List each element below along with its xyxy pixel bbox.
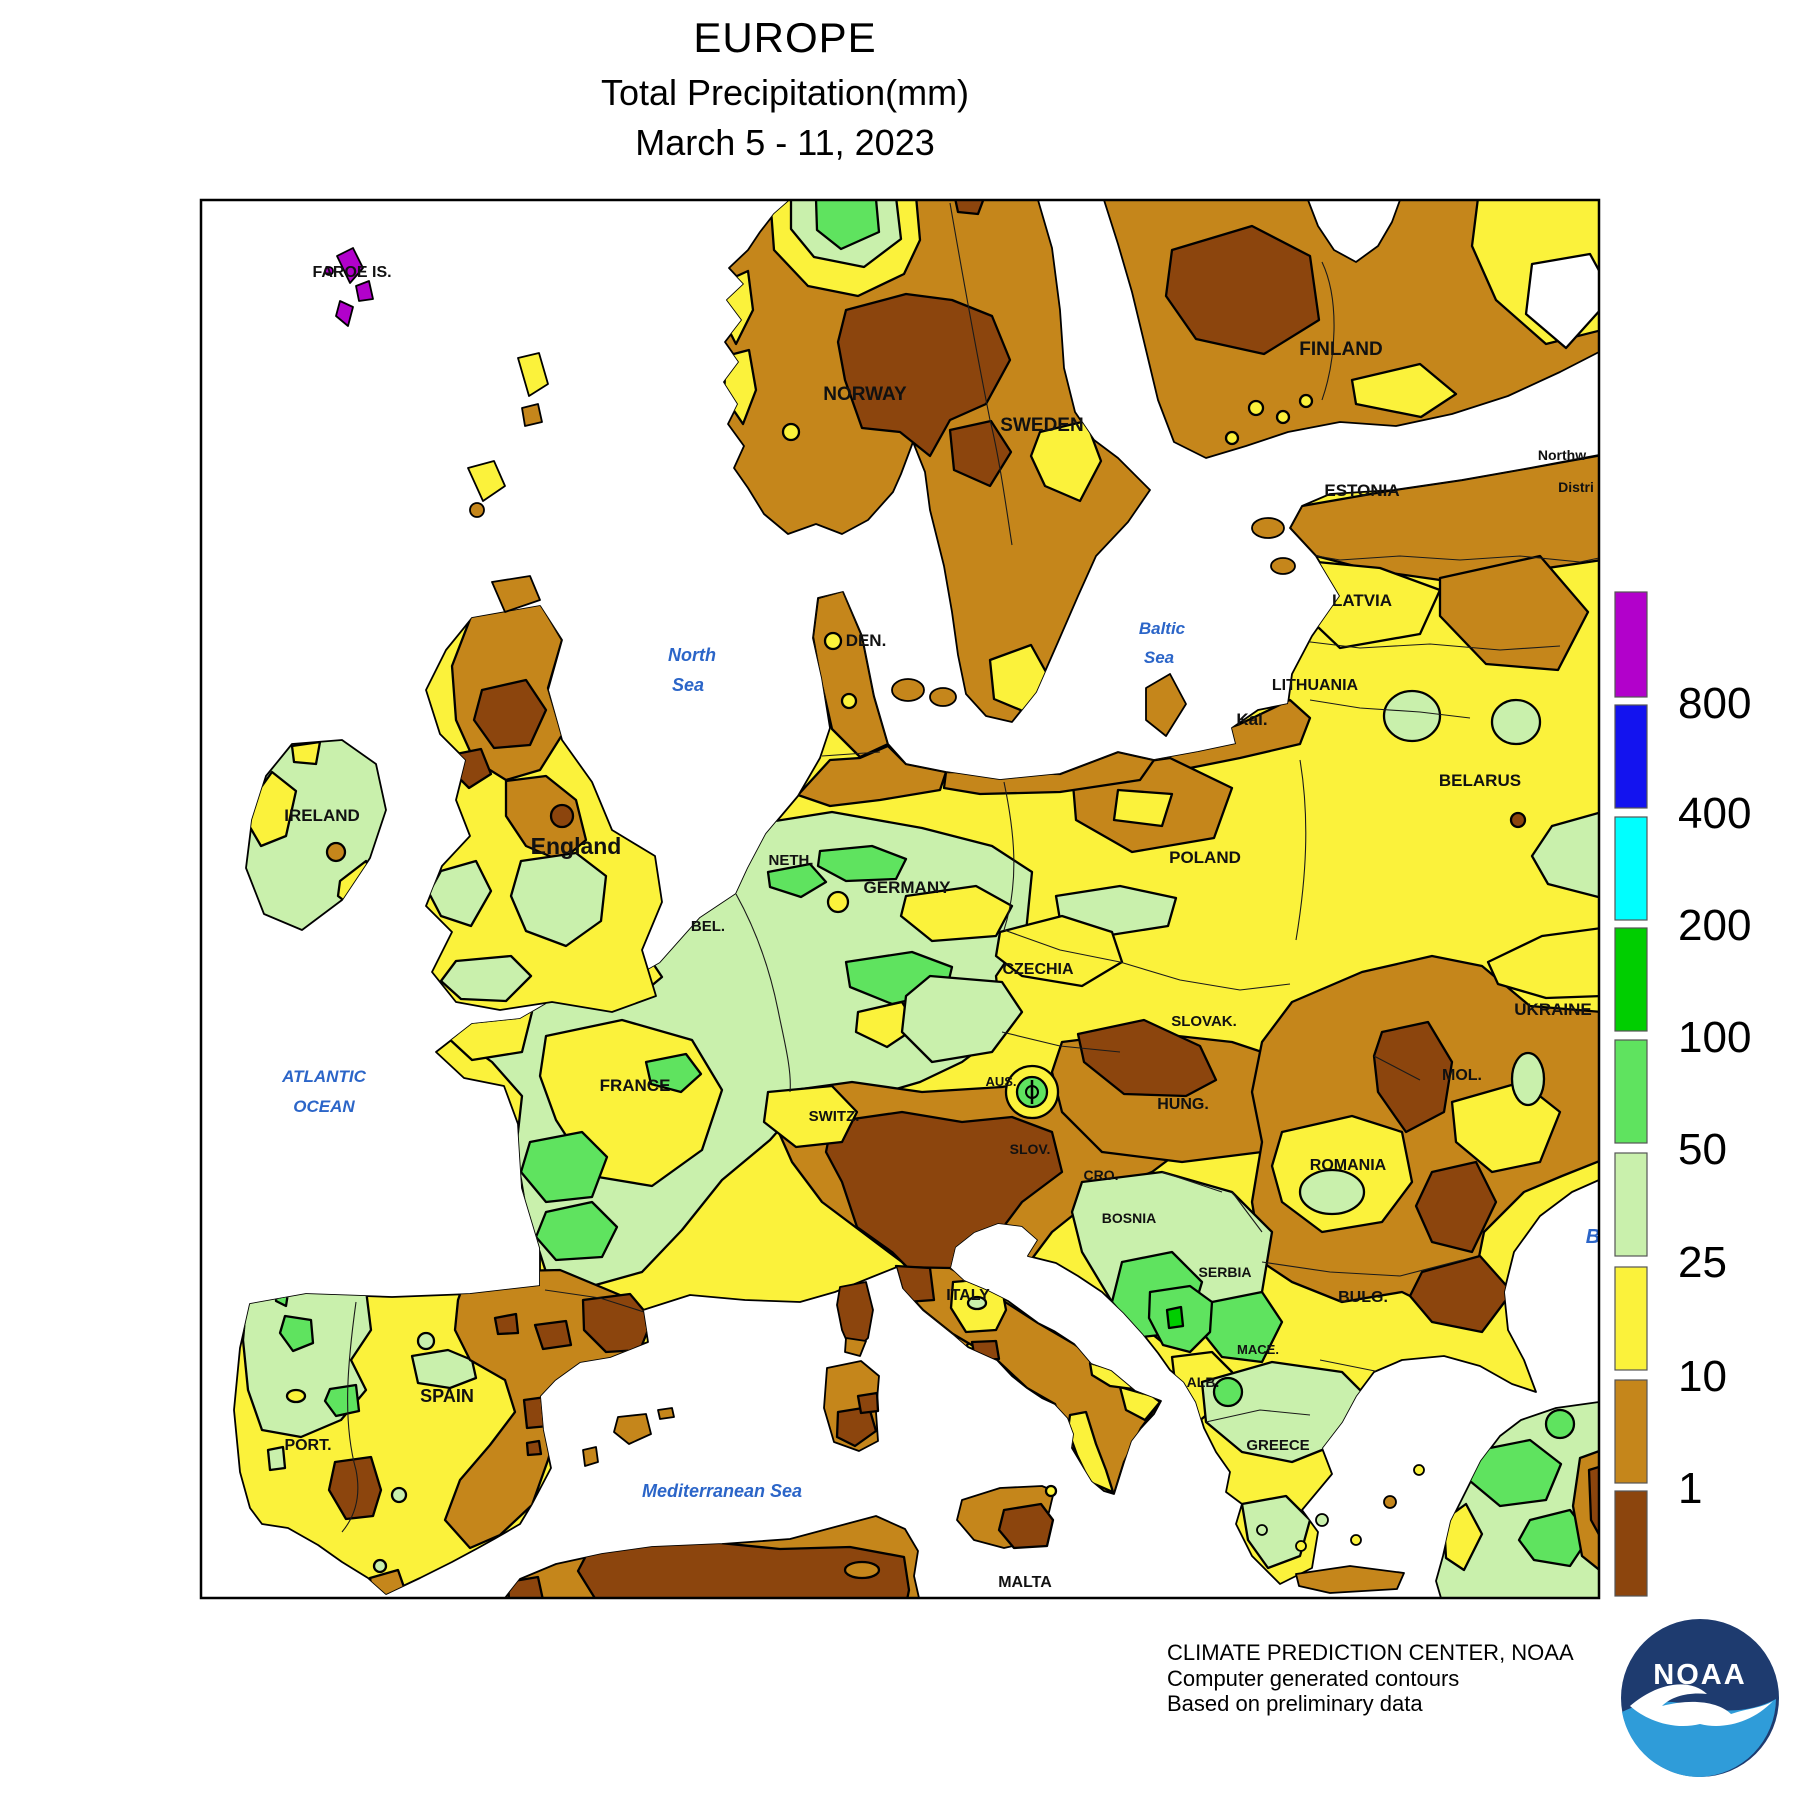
legend-swatch-100-200 [1614, 927, 1648, 1032]
sea-label-ocean: OCEAN [293, 1097, 355, 1116]
map-label-ukraine: UKRAINE [1514, 1000, 1591, 1019]
landmass-mainland-europe [233, 454, 1600, 1595]
map-label-mace: MACE. [1237, 1342, 1279, 1357]
landmass-scandinavia [723, 199, 1151, 723]
map-label-greece: GREECE [1246, 1437, 1309, 1454]
landmass-north-africa [504, 1515, 920, 1599]
map-label-spain: SPAIN [420, 1386, 474, 1406]
legend-swatch-200-400 [1614, 816, 1648, 921]
map-label-ireland: IRELAND [284, 806, 360, 825]
legend-swatch-below-1 [1614, 1490, 1648, 1597]
sea-label-sea: Sea [672, 675, 704, 695]
faroe-island-2 [355, 280, 374, 302]
noaa-logo: NOAA [1621, 1619, 1779, 1778]
attribution-line-3: Based on preliminary data [1167, 1691, 1423, 1716]
map-label-alb: ALB. [1187, 1374, 1220, 1390]
sea-label-north: North [668, 645, 716, 665]
attribution-line-2: Computer generated contours [1167, 1666, 1460, 1691]
map-label-slovak: SLOVAK. [1171, 1013, 1237, 1030]
map-label-aus: AUS. [985, 1074, 1016, 1089]
legend-swatch-10-25 [1614, 1266, 1648, 1371]
sea-label-b: B [1586, 1226, 1600, 1248]
map-subtitle: Total Precipitation(mm) [600, 72, 970, 113]
map-label-serbia: SERBIA [1199, 1264, 1252, 1280]
legend-tick-100: 100 [1678, 1013, 1751, 1062]
map-label-sweden: SWEDEN [1000, 415, 1083, 436]
sea-label-mediterranean-sea: Mediterranean Sea [642, 1481, 802, 1501]
noaa-bird-icon [1630, 1684, 1773, 1726]
legend-swatch-1-10 [1614, 1379, 1648, 1484]
map-label-lithuania: LITHUANIA [1272, 677, 1359, 694]
map-frame [199, 198, 1601, 1600]
map-label-hung: HUNG. [1157, 1096, 1209, 1113]
noaa-logo-text: NOAA [1653, 1659, 1746, 1691]
landmass-ireland [245, 739, 387, 931]
sea-label-baltic: Baltic [1139, 619, 1186, 638]
map-label-port: PORT. [284, 1437, 331, 1454]
map-label-belarus: BELARUS [1439, 771, 1521, 790]
legend-swatch-400-800 [1614, 704, 1648, 809]
map-label-romania: ROMANIA [1310, 1157, 1387, 1174]
legend: 800 400 200 100 50 25 10 1 [1614, 591, 1751, 1597]
map-label-cro: CRO. [1084, 1167, 1119, 1183]
map-label-italy: ITALY [946, 1287, 990, 1304]
landmass-great-britain [425, 605, 663, 1013]
legend-swatch-above-800 [1614, 591, 1648, 698]
map-label-switz: SWITZ. [809, 1108, 860, 1125]
landmass-finland-russia [1103, 199, 1600, 459]
landmass-turkey [1435, 1401, 1600, 1599]
legend-swatch-50-100 [1614, 1039, 1648, 1144]
legend-tick-400: 400 [1678, 789, 1751, 838]
map-label-bulg: BULG. [1338, 1289, 1388, 1306]
islands [324, 247, 1425, 1594]
legend-swatch-25-50 [1614, 1152, 1648, 1257]
faroe-island-3 [335, 300, 354, 327]
legend-tick-200: 200 [1678, 901, 1751, 950]
sea-label-sea: Sea [1144, 648, 1174, 667]
map-label-germany: GERMANY [864, 878, 952, 897]
legend-tick-25: 25 [1678, 1238, 1727, 1287]
map-label-england: England [531, 833, 622, 859]
map-label-finland: FINLAND [1299, 339, 1382, 360]
map-label-neth: NETH. [769, 852, 814, 869]
austria-contour-bullseye [1004, 1064, 1060, 1120]
map-label-latvia: LATVIA [1332, 591, 1392, 610]
map-label-norway: NORWAY [823, 384, 907, 405]
map-title: EUROPE [693, 14, 877, 61]
map-label-distri: Distri [1558, 479, 1594, 495]
map-label-france: FRANCE [600, 1076, 671, 1095]
map-label-den: DEN. [846, 631, 887, 650]
faroe-island-4 [324, 266, 334, 276]
map-label-estonia: ESTONIA [1324, 481, 1399, 500]
legend-tick-50: 50 [1678, 1125, 1727, 1174]
map-labels-layer: FAROE IS. NORWAY SWEDEN FINLAND DEN. ESTONIA L… [281, 264, 1600, 1591]
map-label-bosnia: BOSNIA [1102, 1210, 1156, 1226]
legend-tick-800: 800 [1678, 679, 1751, 728]
map-label-malta: MALTA [998, 1574, 1052, 1591]
map-label-czechia: CZECHIA [1002, 961, 1074, 978]
map-label-bel: BEL. [691, 918, 725, 935]
map-label-slov: SLOV. [1010, 1141, 1051, 1157]
map-label-faroe-is: FAROE IS. [312, 264, 391, 281]
map-label-mol: MOL. [1442, 1067, 1482, 1084]
map-label-kal: Kal. [1236, 710, 1267, 729]
legend-tick-1: 1 [1678, 1464, 1702, 1513]
attribution-line-1: CLIMATE PREDICTION CENTER, NOAA [1167, 1640, 1574, 1665]
faroe-island-1 [336, 247, 364, 284]
map-label-poland: POLAND [1169, 848, 1241, 867]
map-date-range: March 5 - 11, 2023 [635, 122, 935, 163]
map-label-northw: Northw [1538, 447, 1586, 463]
sea-label-atlantic: ATLANTIC [281, 1067, 366, 1086]
map-land-shapes [233, 199, 1600, 1599]
legend-tick-10: 10 [1678, 1352, 1727, 1401]
